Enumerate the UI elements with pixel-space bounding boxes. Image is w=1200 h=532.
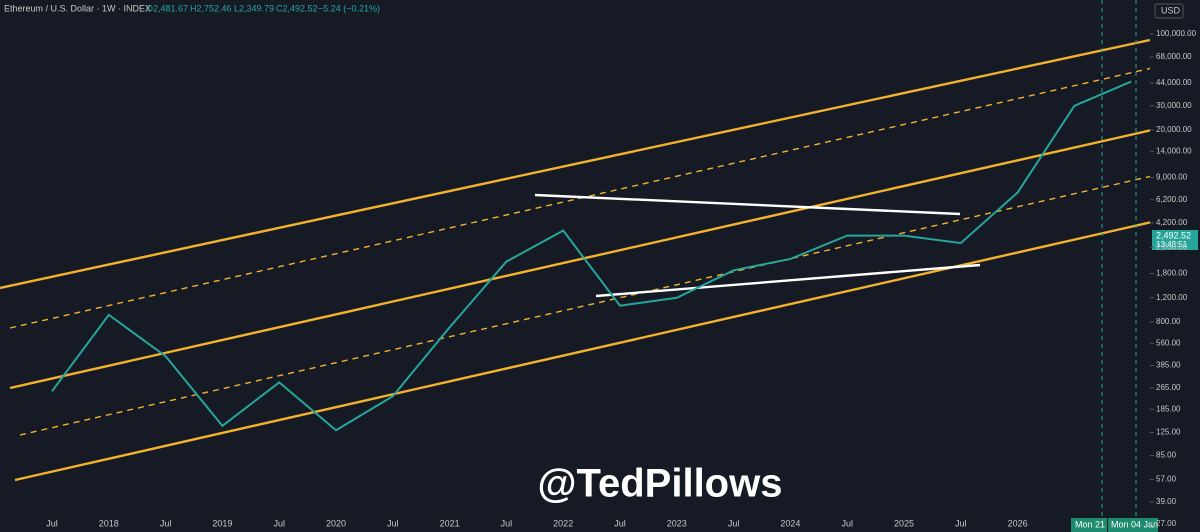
currency[interactable]: USD: [1161, 5, 1181, 15]
x-tick-label: Jul: [614, 518, 626, 528]
x-tick-label: Jul: [841, 518, 853, 528]
channel-lines: [0, 38, 1153, 482]
x-tick-label: 2018: [99, 518, 119, 528]
y-tick-label: 44,000.00: [1156, 78, 1192, 87]
watermark: @TedPillows: [538, 462, 783, 506]
symbol: Ethereum / U.S. Dollar · 1W · INDEX: [4, 3, 151, 13]
price-box: [1152, 230, 1198, 250]
y-tick-label: 1,800.00: [1156, 269, 1188, 278]
x-tick-label: Jul: [955, 518, 967, 528]
y-tick-label: 800.00: [1156, 317, 1181, 326]
marker-label: Mon 21: [1075, 519, 1105, 529]
marker-label: Mon 04 Jan: [1111, 519, 1158, 529]
price-label: 2,492.52: [1156, 230, 1191, 240]
ohlc-low: L2,349.79: [234, 3, 274, 13]
x-tick-label: 2021: [440, 518, 460, 528]
y-tick-label: 560.00: [1156, 338, 1181, 347]
x-tick-label: Jul: [387, 518, 399, 528]
y-tick-label: 57.00: [1156, 475, 1177, 484]
ohlc-high: H2,752.46: [190, 3, 232, 13]
x-tick-label: Jul: [160, 518, 172, 528]
x-tick-label: Jul: [46, 518, 58, 528]
currency-box[interactable]: [1154, 3, 1184, 19]
triangle-lines: [534, 193, 981, 298]
ohlc-open: O2,481.67: [146, 3, 188, 13]
y-tick-label: 265.00: [1156, 383, 1181, 392]
y-tick-label: 6,200.00: [1156, 195, 1188, 204]
ohlc-change: −5.24 (−0.21%): [318, 3, 380, 13]
y-tick-label: 9,000.00: [1156, 173, 1188, 182]
y-tick-label: 30,000.00: [1156, 101, 1192, 110]
x-tick-label: Jul: [501, 518, 513, 528]
price-line: [51, 80, 1132, 432]
y-tick-label: 1,200.00: [1156, 293, 1188, 302]
y-tick-label: 14,000.00: [1156, 146, 1192, 155]
marker-box: [1108, 518, 1158, 532]
y-tick-label: 39.00: [1156, 497, 1177, 506]
y-tick-label: 2,800.00: [1156, 242, 1188, 251]
y-tick-label: 27.00: [1156, 519, 1177, 528]
countdown: 13:48:51: [1156, 240, 1188, 249]
y-tick-label: 20,000.00: [1156, 125, 1192, 134]
x-tick-label: 2020: [326, 518, 346, 528]
x-tick-label: Jul: [273, 518, 285, 528]
ohlc-close: C2,492.52: [276, 3, 318, 13]
x-tick-label: 2026: [1008, 518, 1028, 528]
y-tick-label: 4,200.00: [1156, 218, 1188, 227]
x-tick-label: 2022: [553, 518, 573, 528]
x-tick-label: 2019: [212, 518, 232, 528]
x-tick-label: Jul: [728, 518, 740, 528]
y-tick-label: 125.00: [1156, 428, 1181, 437]
time-markers: [1101, 0, 1137, 520]
price-axis: [1150, 0, 1200, 532]
x-tick-label: 2023: [667, 518, 687, 528]
marker-box: [1071, 518, 1107, 532]
y-tick-label: 85.00: [1156, 451, 1177, 460]
y-tick-label: 100,000.00: [1156, 29, 1197, 38]
y-tick-label: 385.00: [1156, 361, 1181, 370]
y-tick-label: 68,000.00: [1156, 52, 1192, 61]
x-tick-label: 2025: [894, 518, 914, 528]
x-tick-label: 2024: [780, 518, 800, 528]
y-tick-label: 185.00: [1156, 404, 1181, 413]
